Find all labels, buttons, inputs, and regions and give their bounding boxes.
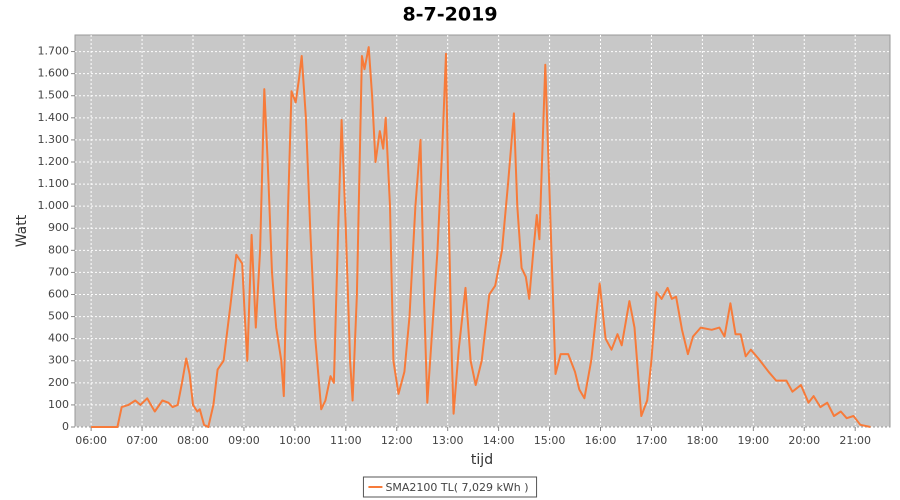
y-tick-label: 1.700 (38, 45, 70, 58)
x-tick-label: 17:00 (636, 434, 668, 447)
x-tick-label: 19:00 (737, 434, 769, 447)
x-tick-label: 18:00 (687, 434, 719, 447)
x-tick-label: 07:00 (126, 434, 158, 447)
y-tick-label: 200 (48, 376, 69, 389)
y-tick-label: 400 (48, 332, 69, 345)
y-tick-label: 0 (62, 420, 69, 433)
x-tick-label: 16:00 (585, 434, 617, 447)
y-axis-label: Watt (14, 214, 30, 247)
y-tick-label: 600 (48, 287, 69, 300)
y-tick-label: 1.600 (38, 67, 70, 80)
y-tick-label: 1.000 (38, 199, 70, 212)
x-tick-label: 12:00 (381, 434, 413, 447)
x-axis-label: tijd (471, 452, 493, 468)
y-tick-label: 700 (48, 265, 69, 278)
x-tick-label: 10:00 (279, 434, 311, 447)
x-tick-label: 15:00 (534, 434, 566, 447)
y-tick-label: 300 (48, 354, 69, 367)
x-tick-label: 13:00 (432, 434, 464, 447)
x-tick-label: 09:00 (228, 434, 260, 447)
x-tick-label: 06:00 (75, 434, 107, 447)
x-tick-label: 11:00 (330, 434, 362, 447)
chart-title: 8-7-2019 (402, 4, 497, 26)
y-tick-label: 1.200 (38, 155, 70, 168)
y-tick-label: 1.400 (38, 111, 70, 124)
y-tick-label: 1.300 (38, 133, 70, 146)
x-tick-label: 20:00 (788, 434, 820, 447)
y-tick-label: 900 (48, 221, 69, 234)
x-tick-label: 08:00 (177, 434, 209, 447)
data-line (91, 46, 871, 428)
y-tick-label: 1.500 (38, 89, 70, 102)
plot-area (74, 34, 891, 428)
legend: SMA2100 TL( 7,029 kWh ) (362, 476, 538, 498)
legend-label: SMA2100 TL( 7,029 kWh ) (385, 481, 528, 494)
x-tick-label: 14:00 (483, 434, 515, 447)
y-tick-label: 800 (48, 243, 69, 256)
x-tick-label: 21:00 (839, 434, 871, 447)
y-tick-label: 500 (48, 310, 69, 323)
y-tick-label: 1.100 (38, 177, 70, 190)
legend-box (362, 476, 538, 498)
y-tick-label: 100 (48, 398, 69, 411)
